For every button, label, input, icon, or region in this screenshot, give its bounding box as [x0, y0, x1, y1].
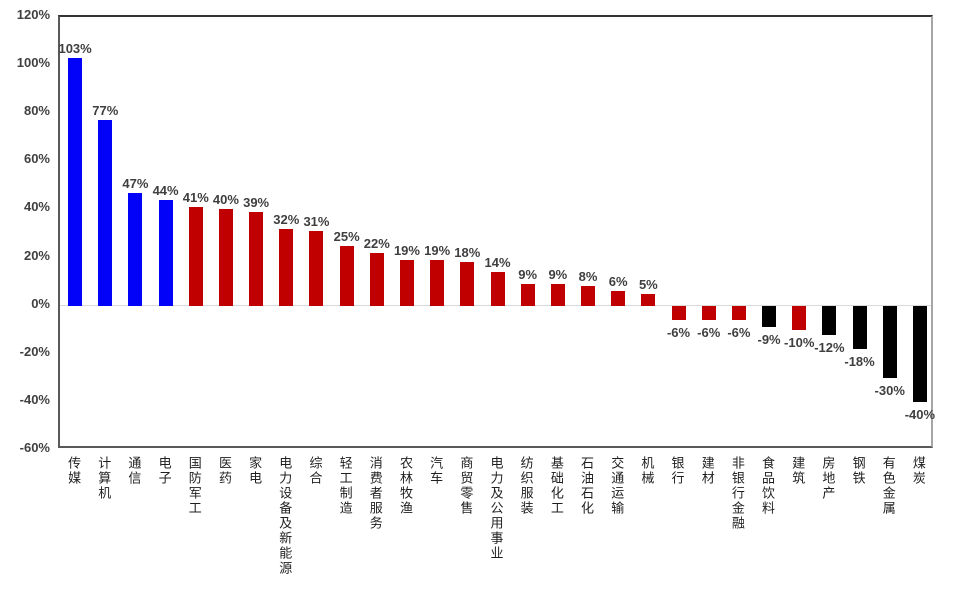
y-tick-label: 40% [23, 199, 50, 215]
y-tick-label: 0% [31, 295, 50, 311]
bar [852, 305, 867, 349]
bar-value-label: 9% [518, 267, 538, 283]
category-label: 电力及公用事业 [488, 456, 504, 561]
bar-value-label: 6% [608, 274, 628, 290]
plot-area: 103% 77% 47% 44% 41% 40% 39% 32% 31% 25% 22% 19% 19%… [58, 15, 935, 448]
bar-value-label: 103% [58, 40, 92, 56]
category-label: 银行 [669, 456, 685, 486]
category-label: 电子 [156, 456, 172, 486]
bar [550, 284, 565, 306]
category-label: 房地产 [820, 456, 836, 501]
bar-value-label: 19% [424, 242, 451, 258]
bar [399, 259, 414, 306]
bar [188, 207, 203, 306]
bar-value-label: 44% [152, 182, 179, 198]
bar [430, 259, 445, 306]
bar [98, 120, 113, 306]
bar-value-label: 8% [578, 269, 598, 285]
y-tick-label: 120% [16, 7, 50, 22]
y-tick-label: -20% [19, 343, 50, 359]
y-tick-label: 80% [23, 103, 50, 119]
bar [611, 291, 626, 306]
bar [882, 305, 897, 378]
bar-value-label: 19% [393, 242, 420, 258]
category-label: 食品饮料 [760, 456, 776, 516]
category-label: 机械 [639, 456, 655, 486]
category-label: 传媒 [66, 456, 82, 486]
bar-value-label: -12% [814, 339, 845, 355]
y-tick-label: -60% [19, 440, 50, 455]
category-label: 农林牧渔 [397, 456, 413, 516]
category-label: 有色金属 [880, 456, 896, 516]
bar [158, 199, 173, 306]
bar [279, 228, 294, 306]
bar-value-label: 25% [333, 228, 360, 244]
category-label: 通信 [126, 456, 142, 486]
y-tick-label: 60% [23, 151, 50, 167]
category-label: 基础化工 [548, 456, 564, 516]
bar-value-label: 9% [548, 267, 568, 283]
bar [369, 252, 384, 306]
category-label: 煤炭 [910, 456, 926, 486]
bar-value-label: 18% [454, 245, 481, 261]
bar [912, 305, 927, 402]
bar [309, 231, 324, 306]
bar [822, 305, 837, 335]
bar-value-label: -30% [874, 382, 905, 398]
category-label: 钢铁 [850, 456, 866, 486]
category-label: 消费者服务 [367, 456, 383, 531]
bar-value-label: -6% [697, 325, 721, 341]
y-tick-label: 20% [23, 247, 50, 263]
bar-value-label: -6% [727, 325, 751, 341]
category-label: 建材 [699, 456, 715, 486]
bar-value-label: 5% [638, 276, 658, 292]
bar [520, 284, 535, 306]
category-label: 轻工制造 [337, 456, 353, 516]
bar [762, 305, 777, 328]
bar-value-label: 32% [273, 211, 300, 227]
bar [460, 262, 475, 306]
category-label: 医药 [216, 456, 232, 486]
bar-value-label: -6% [666, 325, 691, 341]
category-label: 电力设备及新能源 [277, 456, 293, 576]
category-label: 交通运输 [609, 456, 625, 516]
bar-value-label: -9% [757, 332, 781, 348]
category-label: 综合 [307, 456, 323, 486]
bar [671, 305, 686, 321]
bar [339, 245, 354, 306]
category-label: 纺织服装 [518, 456, 534, 516]
bar [731, 305, 746, 321]
y-tick-label: 100% [16, 55, 50, 71]
category-label: 建筑 [790, 456, 806, 486]
category-label: 商贸零售 [458, 456, 474, 516]
bar-value-label: -10% [784, 334, 815, 350]
bar-value-label: 77% [92, 103, 119, 119]
bar [128, 192, 143, 306]
category-label: 非银行金融 [729, 456, 745, 531]
bar-value-label: 14% [484, 254, 511, 270]
category-label: 国防军工 [186, 456, 202, 516]
bar [249, 211, 264, 306]
bar-value-label: 39% [243, 194, 270, 210]
bar [701, 305, 716, 321]
bar [581, 286, 596, 306]
bar [218, 209, 233, 306]
category-label: 汽车 [428, 456, 444, 486]
bar [641, 293, 656, 306]
category-label: 石油石化 [579, 456, 595, 516]
bar [792, 305, 807, 330]
bar-value-label: 41% [182, 190, 209, 206]
bar [490, 271, 505, 306]
bar-value-label: -40% [904, 406, 936, 422]
category-label: 家电 [247, 456, 263, 486]
bar-value-label: 22% [363, 235, 390, 251]
bar [68, 57, 83, 306]
bar-value-label: 47% [122, 175, 149, 191]
bar-value-label: 31% [303, 214, 330, 230]
bar-value-label: -18% [844, 353, 875, 369]
bar-value-label: 40% [212, 192, 239, 208]
category-label: 计算机 [96, 456, 112, 501]
y-tick-label: -40% [19, 391, 50, 407]
